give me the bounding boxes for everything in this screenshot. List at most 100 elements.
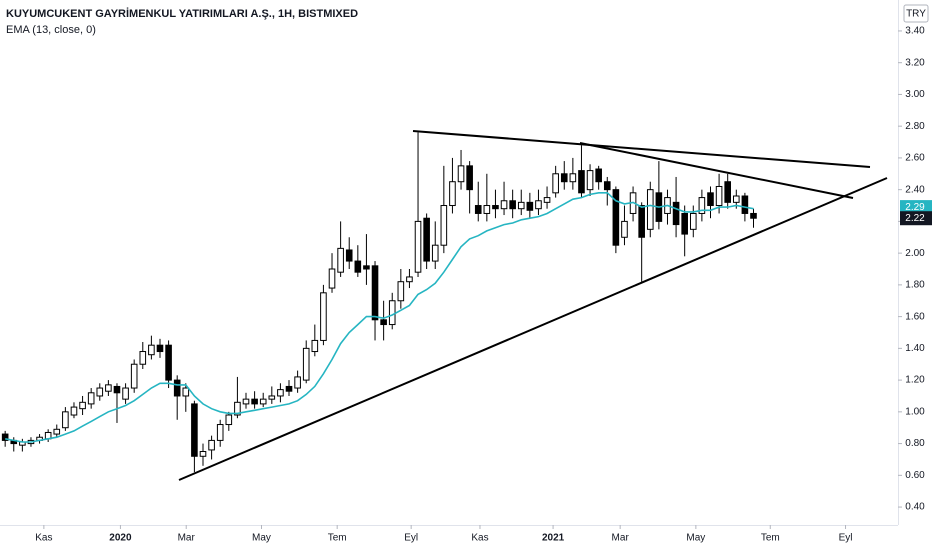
- candle-body: [431, 244, 439, 262]
- candle-body: [474, 205, 482, 214]
- y-tick-label: 0.60: [905, 470, 925, 481]
- candle-body: [578, 170, 585, 194]
- x-tick-label: Kas: [35, 533, 52, 544]
- support-line: [178, 177, 888, 481]
- candle-body: [62, 411, 69, 429]
- x-tick-label: 2020: [109, 533, 132, 544]
- candle-body: [79, 401, 86, 410]
- candle-body: [96, 387, 104, 397]
- candle-body: [242, 398, 250, 405]
- x-tick-label: Eyl: [839, 533, 853, 544]
- y-tick-label: 2.00: [905, 248, 925, 259]
- candle-body: [285, 385, 293, 392]
- candle-body: [612, 189, 620, 246]
- y-tick-label: 3.00: [905, 89, 925, 100]
- y-tick-label: 3.20: [905, 57, 925, 68]
- candle-body: [225, 414, 233, 426]
- x-tick-label: 2021: [542, 533, 565, 544]
- x-tick-label: Mar: [178, 533, 196, 544]
- candle-body: [698, 197, 706, 214]
- candle-body: [156, 344, 164, 353]
- candle-body: [526, 201, 534, 211]
- candle-body: [302, 347, 310, 381]
- x-tick-label: Kas: [471, 533, 488, 544]
- resistance-line: [412, 130, 871, 168]
- candle-body: [148, 344, 155, 356]
- candle-body: [216, 424, 224, 441]
- candle-body: [70, 406, 78, 416]
- candle-body: [724, 181, 731, 203]
- candle-body: [621, 220, 628, 238]
- chart-title: KUYUMCUKENT GAYRİMENKUL YATIRIMLARI A.Ş.…: [6, 7, 358, 20]
- candle-body: [569, 173, 577, 183]
- resistance-line: [579, 142, 854, 199]
- candle-body: [732, 195, 740, 203]
- candle-body: [466, 165, 473, 191]
- candle-body: [251, 398, 258, 405]
- candle-body: [449, 181, 456, 207]
- candle-body: [707, 192, 714, 207]
- candle-body: [543, 197, 551, 203]
- indicator-label: EMA (13, close, 0): [6, 24, 96, 36]
- candle-body: [681, 212, 688, 235]
- candle-body: [440, 205, 448, 246]
- price-marker: [900, 211, 932, 226]
- candle-body: [603, 181, 611, 191]
- candle-body: [320, 292, 327, 341]
- candle-body: [750, 212, 757, 219]
- candle-body: [741, 195, 749, 214]
- candle-body: [294, 376, 301, 389]
- y-tick-label: 2.40: [905, 184, 925, 195]
- y-tick-label: 1.80: [905, 280, 925, 291]
- x-tick-label: Tem: [761, 533, 780, 544]
- candle-body: [423, 217, 430, 262]
- candle-body: [139, 351, 147, 365]
- candle-body: [182, 387, 190, 397]
- candle-body: [311, 339, 319, 353]
- x-tick-label: Tem: [328, 533, 347, 544]
- candle-body: [414, 220, 422, 273]
- y-tick-label: 3.40: [905, 26, 925, 37]
- candle-body: [87, 392, 95, 405]
- candle-body: [457, 165, 465, 183]
- x-tick-label: Eyl: [404, 533, 418, 544]
- candle-body: [380, 319, 387, 326]
- candle-body: [165, 344, 172, 381]
- candle-body: [397, 281, 405, 302]
- candle-body: [535, 200, 542, 210]
- y-tick-label: 2.60: [905, 153, 925, 164]
- candle-body: [492, 205, 499, 210]
- candle-body: [268, 395, 276, 400]
- candle-body: [113, 385, 121, 394]
- candle-body: [586, 170, 594, 191]
- candle-body: [208, 439, 215, 451]
- candle-body: [500, 200, 508, 210]
- candle-body: [53, 428, 61, 435]
- candle-body: [130, 363, 138, 389]
- y-tick-label: 1.60: [905, 311, 925, 322]
- price-marker: [900, 200, 932, 215]
- currency-box: [903, 4, 929, 23]
- price-marker-label: 2.29: [905, 202, 925, 213]
- currency-label: TRY: [906, 9, 926, 20]
- y-tick-label: 1.00: [905, 406, 925, 417]
- candle-body: [328, 268, 336, 289]
- candle-body: [646, 189, 654, 230]
- candle-body: [1, 433, 9, 441]
- candle-body: [122, 387, 129, 400]
- candle-body: [552, 173, 559, 194]
- candle-body: [173, 379, 181, 397]
- candle-body: [483, 205, 491, 214]
- candle-body: [345, 249, 353, 262]
- price-marker-label: 2.22: [905, 213, 925, 224]
- candle-body: [517, 201, 525, 210]
- y-tick-label: 2.80: [905, 121, 925, 132]
- candle-body: [388, 300, 396, 326]
- x-tick-label: Mar: [612, 533, 630, 544]
- candle-body: [689, 212, 697, 230]
- candle-body: [638, 205, 645, 238]
- candle-body: [234, 401, 241, 416]
- candle-body: [199, 451, 207, 457]
